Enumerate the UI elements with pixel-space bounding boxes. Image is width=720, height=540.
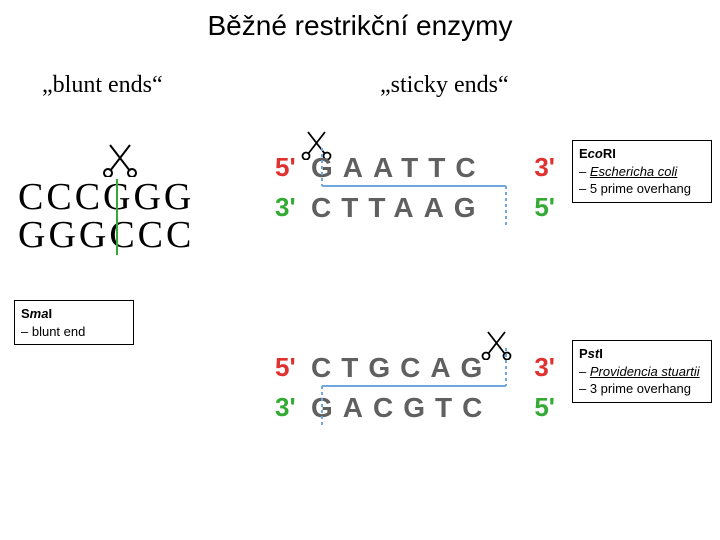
prime-5-top-left: 5' [275, 152, 296, 183]
info-box-psti: PstI – Providencia stuartii – 3 prime ov… [572, 340, 712, 403]
subtitle-blunt: „blunt ends“ [42, 72, 163, 99]
diagram-smai: CCCGGG GGGCCC [10, 145, 230, 275]
prime-3-bot-left: 3' [275, 192, 296, 223]
prime-3-bot-left: 3' [275, 392, 296, 423]
diagram-psti: 5' 3' 3' 5' CTGCAG GACGTC [275, 330, 555, 435]
prime-5-bot-right: 5' [534, 192, 555, 223]
ecori-bottom-sequence: CTTAAG [311, 192, 486, 224]
info-line: – 3 prime overhang [579, 380, 705, 398]
info-line: – Eschericha coli [579, 163, 705, 181]
prime-5-bot-right: 5' [534, 392, 555, 423]
info-box-smai: SmaI – blunt end [14, 300, 134, 345]
page-title: Běžné restrikční enzymy [0, 10, 720, 42]
enzyme-name-ecori: EcoRI [579, 145, 705, 163]
info-line: – 5 prime overhang [579, 180, 705, 198]
prime-3-top-right: 3' [534, 152, 555, 183]
info-box-ecori: EcoRI – Eschericha coli – 5 prime overha… [572, 140, 712, 203]
psti-bottom-sequence: GACGTC [311, 392, 492, 424]
info-line: – blunt end [21, 323, 127, 341]
diagram-ecori: 5' 3' 3' 5' GAATTC CTTAAG [275, 130, 555, 235]
scissors-icon [100, 137, 140, 177]
organism-ecori: Eschericha coli [590, 164, 677, 179]
smai-cut-line [116, 179, 118, 255]
ecori-top-sequence: GAATTC [311, 152, 486, 184]
psti-top-sequence: CTGCAG [311, 352, 492, 384]
prime-5-top-left: 5' [275, 352, 296, 383]
prime-3-top-right: 3' [534, 352, 555, 383]
enzyme-name-smai: SmaI [21, 305, 127, 323]
organism-psti: Providencia stuartii [590, 364, 700, 379]
subtitle-sticky: „sticky ends“ [380, 72, 509, 99]
enzyme-name-psti: PstI [579, 345, 705, 363]
smai-bottom-sequence: GGGCCC [18, 213, 194, 257]
info-line: – Providencia stuartii [579, 363, 705, 381]
